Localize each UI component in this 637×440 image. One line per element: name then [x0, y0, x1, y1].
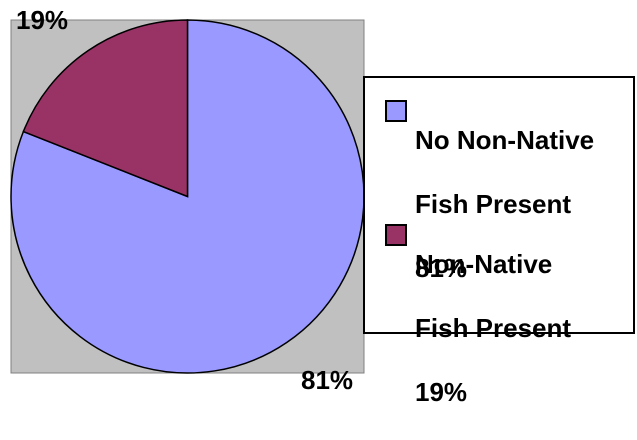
legend-line: Fish Present: [415, 313, 572, 343]
legend-item-non-native: Non-Native Fish Present 19%: [385, 216, 635, 440]
legend: No Non-Native Fish Present 81% Non-Nativ…: [363, 76, 635, 407]
data-label-non-native: 19%: [16, 5, 68, 35]
legend-line: Fish Present: [415, 189, 572, 219]
legend-line: 19%: [415, 377, 468, 407]
legend-label-non-native: Non-Native Fish Present 19%: [415, 216, 635, 440]
pie-chart: 81% 19%: [10, 5, 365, 390]
legend-label-no-non-native: No Non-Native Fish Present 81%: [415, 92, 635, 316]
legend-item-no-non-native: No Non-Native Fish Present 81%: [385, 92, 635, 316]
pie-slice-non-native: [22, 19, 189, 198]
pie-slices: [10, 19, 365, 374]
legend-line: No Non-Native: [415, 125, 595, 155]
legend-line: 81%: [415, 253, 468, 283]
data-label-no-non-native: 81%: [301, 365, 353, 390]
legend-swatch-no-non-native: [385, 100, 407, 122]
legend-line: Non-Native: [415, 249, 553, 279]
legend-swatch-non-native: [385, 224, 407, 246]
pie-slice-no-non-native: [10, 19, 365, 374]
